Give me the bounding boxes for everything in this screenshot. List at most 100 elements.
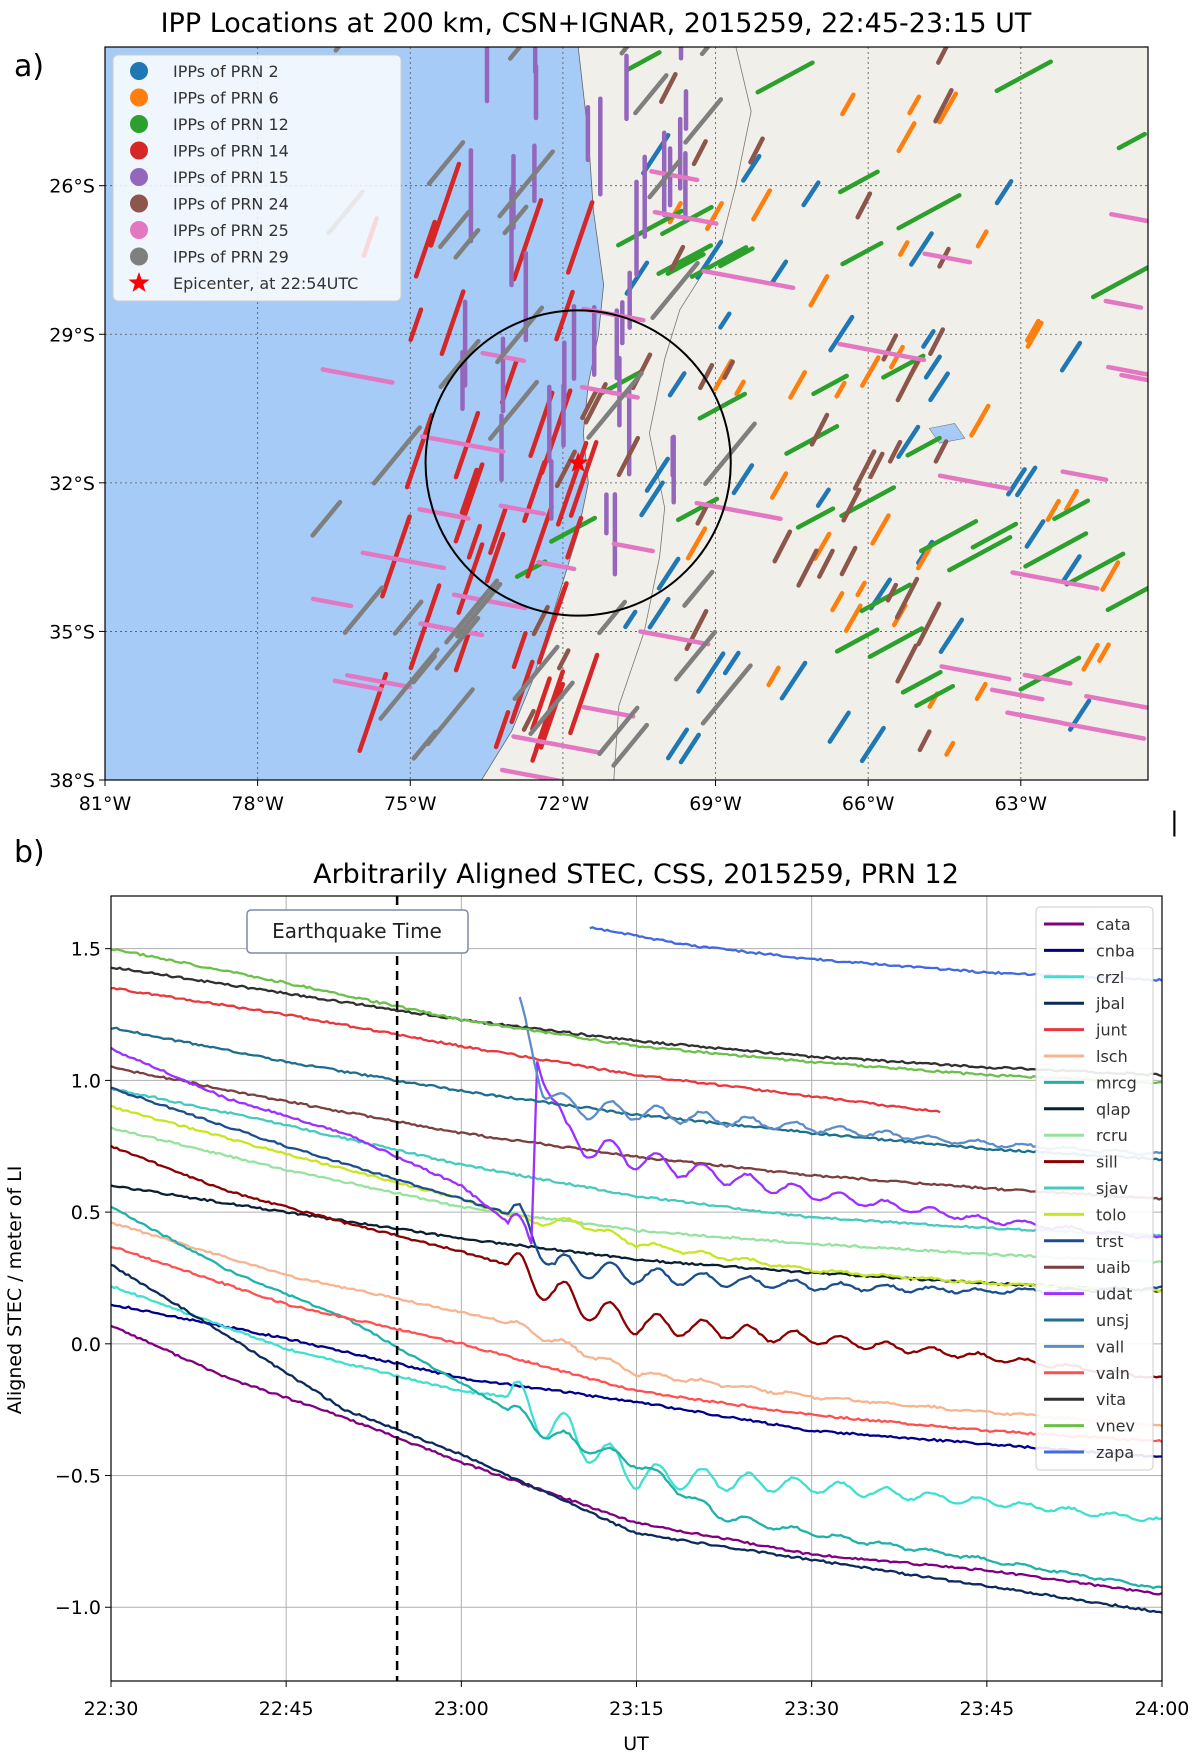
ipp-track-segment [1022,672,1073,686]
plot-ticks: 22:30 22:45 23:00 23:15 23:30 23:45 24:00 −1.0 −… [55,939,1190,1720]
chart-legend-box [1035,906,1154,1471]
ipp-track-segment [698,362,715,391]
ipp-track-segment [939,664,1012,682]
chart-legend-label: vall [1096,1337,1124,1356]
ipp-track-segment [868,451,885,480]
ipp-track-segment [1006,467,1027,497]
map-legend-label: IPPs of PRN 12 [173,115,289,134]
ipp-track-segment [860,355,881,388]
ipp-track-segment [357,671,389,753]
ipp-track-segment [652,209,719,226]
ipp-track-segment [623,609,638,630]
ipp-track-segment [685,526,708,561]
plot-x-tick-label: 22:45 [259,1698,314,1720]
epicenter-star-icon [567,452,589,472]
chart-legend-label: qlap [1096,1100,1131,1119]
ipp-track-segment [843,603,863,633]
ipp-track-segment [1103,298,1144,310]
ipp-track-segment [741,153,762,183]
ipp-track-segment [922,251,973,265]
ipp-track-segment [994,59,1053,94]
ipp-track-segment [455,581,503,639]
ipp-track-segment [852,449,877,491]
ipp-track-segment [665,727,690,761]
ipp-track-segment [989,687,1045,702]
map-legend: IPPs of PRN 2 IPPs of PRN 6 IPPs of PRN 12… [112,54,402,302]
ipp-track-segment [896,424,921,460]
ipp-track-segment [909,231,934,267]
ipp-track-segment [453,631,471,673]
ipp-track-segment [554,289,575,342]
ipp-track-segment [647,159,682,200]
map-grid [105,47,1148,780]
ipp-track-segment [1119,372,1148,383]
ipp-track-segment [1059,340,1083,373]
ipp-track-segment [650,260,700,321]
ipp-track-segment [1025,318,1041,343]
map-legend-box [112,54,402,302]
ipp-track-segment [699,47,711,57]
ipp-track-segment [772,529,793,564]
ipp-track-segment [644,456,670,493]
ipp-track-segment [536,559,577,572]
plot-x-tick-label: 23:45 [959,1698,1014,1720]
ipp-track-segment [380,514,412,599]
ipp-track-segment [918,519,979,554]
ipp-track-segment [937,473,1011,491]
ipp-track-segment [837,169,880,195]
ipp-track-segment [885,582,899,603]
ipp-track-segment [905,435,942,458]
ipp-track-segment [731,463,755,496]
ipp-track-segment [722,650,741,676]
ipp-track-segment [530,676,552,732]
ipp-track-segment [828,314,855,353]
ipp-track-segment [916,601,942,647]
ipp-track-segment [453,227,481,260]
chart-legend-label: jbal [1095,994,1125,1013]
ipp-track-segment [808,274,830,308]
ipp-track-segment [488,379,540,441]
ipp-track-segment [696,651,726,694]
map-x-tick-label: 75°W [384,793,437,815]
ipp-track-segment [938,617,965,655]
ipp-track-segment [453,462,485,544]
chart-legend-label: uaib [1096,1258,1131,1277]
ipp-track-segment [1024,519,1046,549]
ipp-track-segment [1106,364,1148,377]
ipp-track-segment [898,240,910,257]
ipp-track-segment [342,585,385,635]
ipp-track-segment [855,580,867,598]
series-line-uaib [111,1065,1162,1201]
ipp-track-segment [344,673,413,690]
ipp-track-segment [841,487,862,523]
ipp-track-segment [769,259,789,285]
ipp-track-segment [418,621,485,638]
ipp-track-segment [568,652,600,736]
map-x-tick-label: 78°W [231,793,284,815]
ipp-track-segment [766,665,781,688]
ipp-track-segment [360,550,447,571]
series-line-cnba [111,1303,1162,1458]
ipp-track-segment [586,371,644,440]
ipp-track-segment [809,412,830,447]
ipp-track-segment [921,329,936,349]
ipp-track-segment [815,487,831,508]
series-line-lsch [111,1221,1162,1427]
ipp-track-segment [538,681,566,750]
map-title: IPP Locations at 200 km, CSN+IGNAR, 2015… [161,8,1032,39]
plot-x-tick-label: 23:15 [609,1698,664,1720]
ipp-track-segment [404,412,435,490]
ipp-track-segment [408,307,424,342]
series-line-rcru [111,1126,1162,1265]
ipp-track-segment [796,548,819,588]
ipp-track-segment [1060,469,1109,482]
ipp-track-segment [917,729,932,753]
map-legend-label: IPPs of PRN 15 [173,168,289,187]
legend-marker [130,115,148,133]
ipp-track-segment [320,367,395,385]
ipp-track-segment [817,548,835,579]
ipp-track-segment [565,200,595,275]
ipp-track-segment [855,191,873,220]
ipp-track-segment [675,496,720,523]
ipp-track-segment [413,219,437,279]
